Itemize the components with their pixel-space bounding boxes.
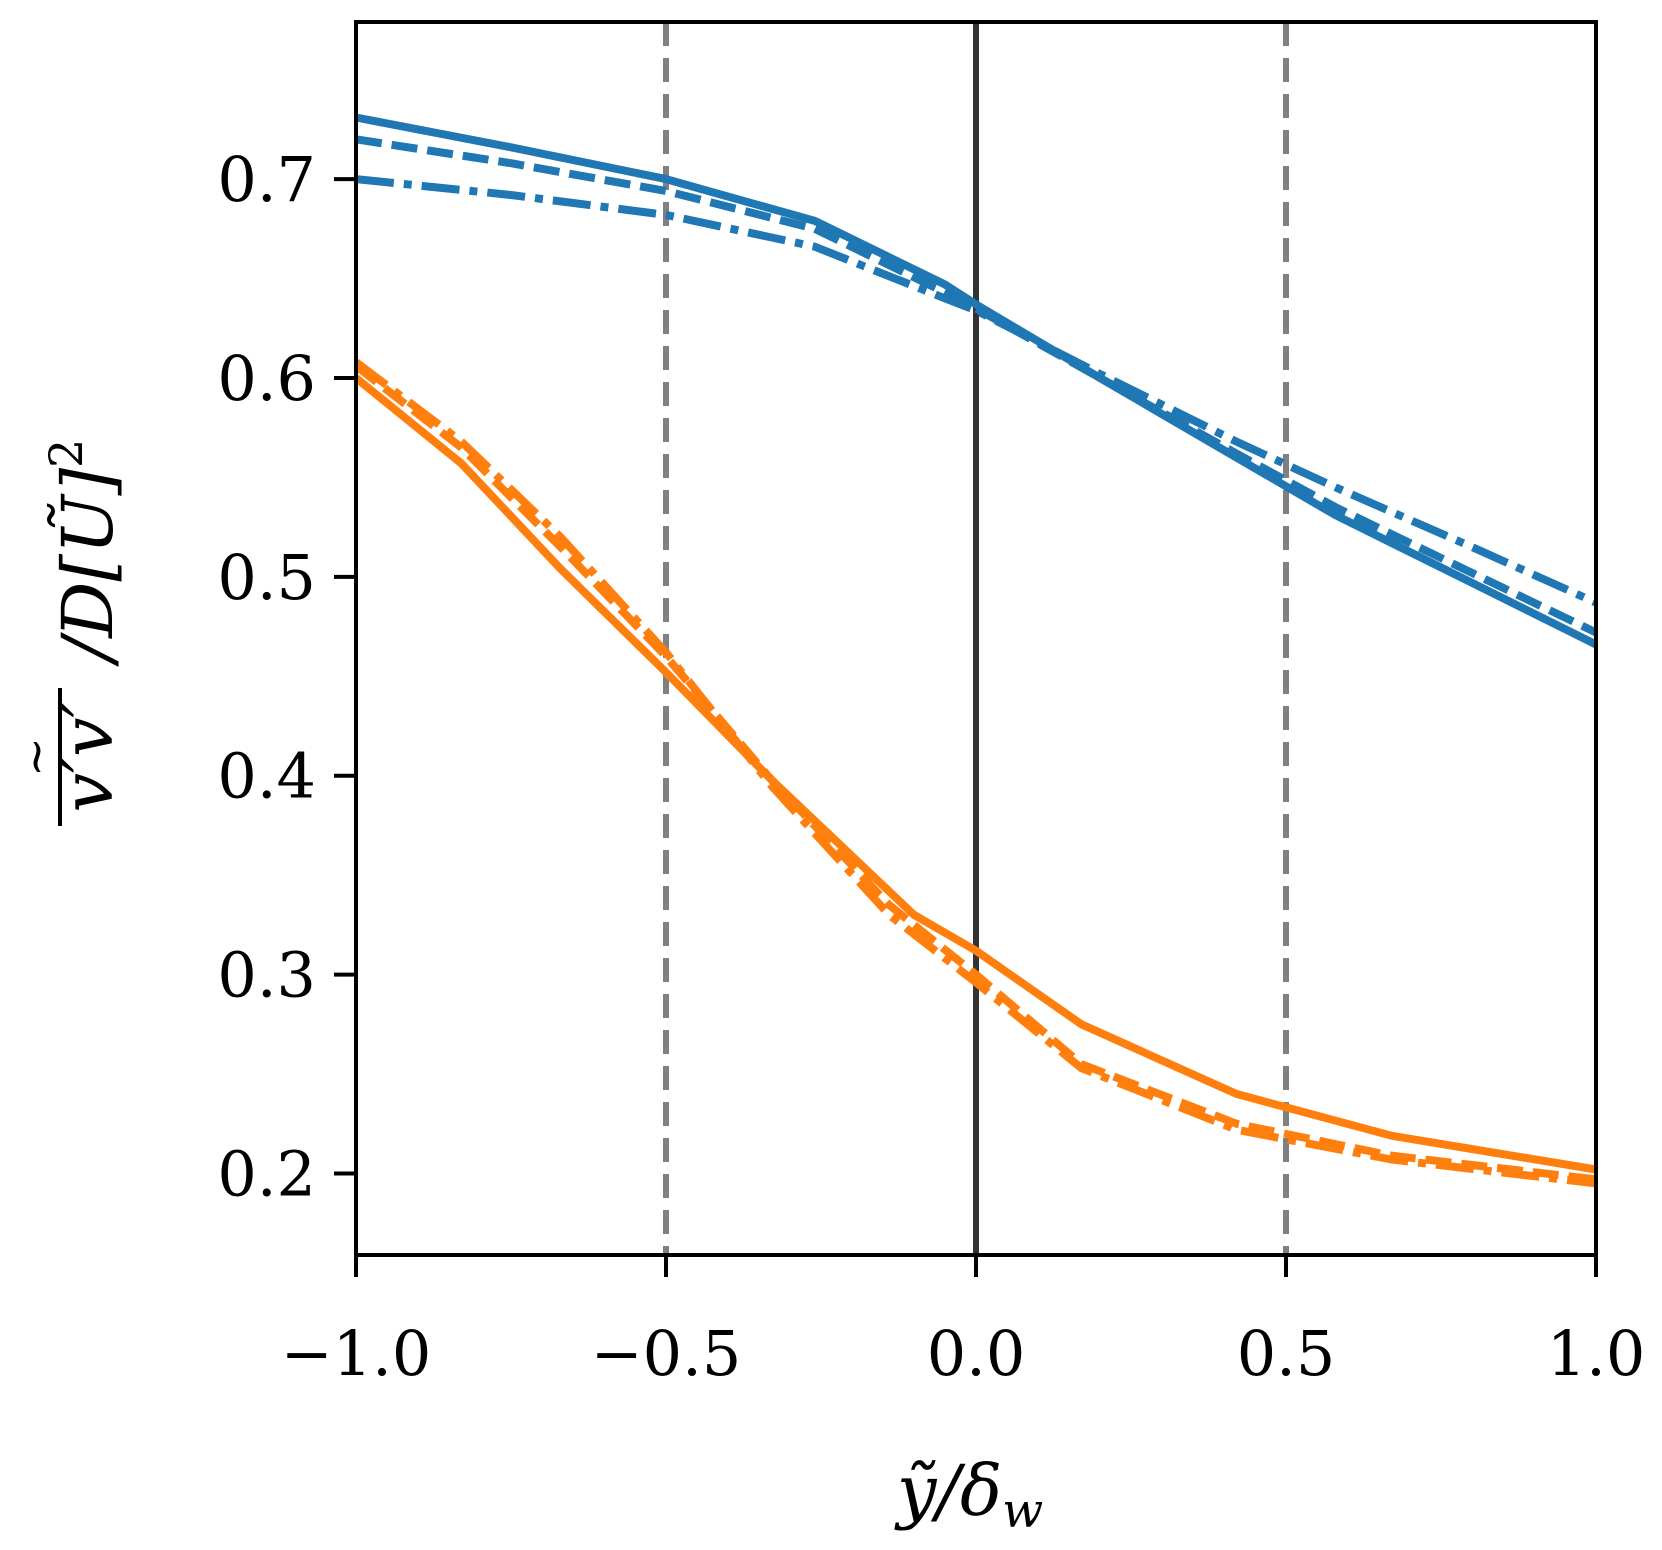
- series-line-5: [353, 358, 1597, 1188]
- y-tick-label: 0.5: [217, 541, 316, 614]
- svg-text:/D[Ũ]2: /D[Ũ]2: [39, 439, 129, 668]
- y-axis: 0.2 0.3 0.4 0.5 0.6 0.7: [217, 143, 356, 1210]
- x-tick-label: 0.5: [1237, 1317, 1336, 1390]
- x-axis: −1.0 −0.5 0.0 0.5 1.0: [281, 1255, 1646, 1390]
- y-axis-label: ~ v′v′ /D[Ũ]2: [8, 439, 129, 826]
- reference-lines: [663, 22, 1289, 1255]
- svg-text:v′v′: v′v′: [47, 701, 129, 812]
- series-line-0: [355, 113, 1598, 649]
- series-line-2: [355, 175, 1598, 607]
- series-layer: [353, 113, 1598, 1188]
- y-tick-label: 0.3: [217, 939, 316, 1012]
- y-tick-label: 0.6: [217, 342, 316, 415]
- series-line-1: [355, 135, 1598, 637]
- x-axis-label: ỹ/δw: [894, 1450, 1043, 1539]
- series-line-3: [353, 374, 1597, 1174]
- svg-text:~: ~: [8, 737, 64, 777]
- series-line-4: [353, 362, 1597, 1184]
- x-tick-label: 1.0: [1547, 1317, 1646, 1390]
- y-tick-label: 0.2: [217, 1137, 316, 1210]
- y-tick-label: 0.4: [217, 740, 316, 813]
- x-tick-label: −1.0: [281, 1317, 432, 1390]
- x-tick-label: −0.5: [591, 1317, 742, 1390]
- y-tick-label: 0.7: [217, 143, 316, 216]
- x-tick-label: 0.0: [927, 1317, 1026, 1390]
